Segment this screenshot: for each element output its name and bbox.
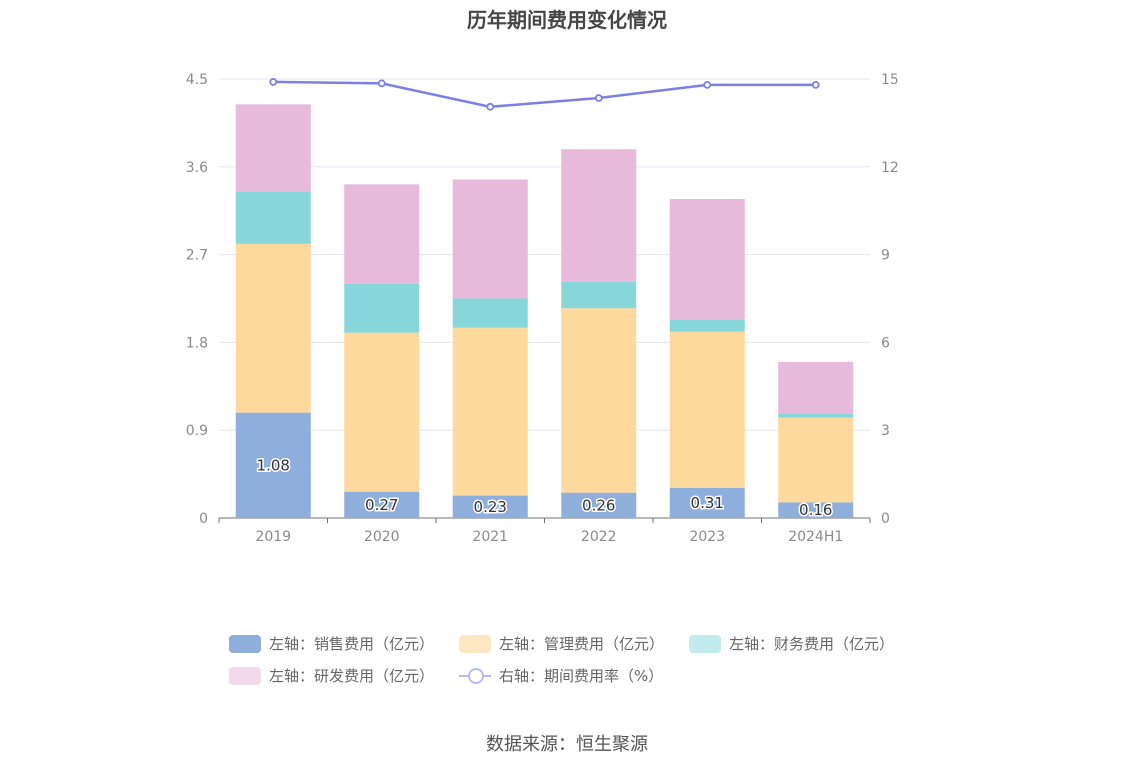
bar-segment bbox=[669, 487, 745, 518]
bar-segment bbox=[452, 327, 528, 496]
bar-segment bbox=[778, 502, 854, 518]
x-tick-label: 2021 bbox=[472, 529, 508, 545]
legend-swatch-finance bbox=[689, 635, 721, 653]
x-tick-label: 2023 bbox=[689, 529, 725, 545]
bar-data-label: 0.16 bbox=[799, 501, 832, 519]
y-right-tick-label: 3 bbox=[881, 423, 890, 439]
bar-segment bbox=[669, 198, 745, 320]
y-left-tick-label: 0 bbox=[199, 511, 208, 527]
bar-segment bbox=[561, 149, 637, 282]
bar-segment bbox=[452, 298, 528, 328]
legend-marker-expense-rate bbox=[468, 668, 484, 684]
y-left-tick-label: 1.8 bbox=[186, 335, 208, 351]
x-tick-label: 2019 bbox=[255, 529, 291, 545]
bar-segment bbox=[344, 332, 420, 492]
y-left-tick-label: 4.5 bbox=[186, 72, 208, 88]
bar-data-label: 1.08 bbox=[257, 456, 290, 474]
legend-swatch-admin bbox=[459, 635, 491, 653]
bar-segment bbox=[235, 104, 311, 192]
y-left-tick-label: 2.7 bbox=[186, 248, 208, 264]
bar-segment bbox=[235, 412, 311, 518]
bar-data-label: 0.26 bbox=[582, 496, 615, 514]
legend-swatch-sales bbox=[229, 635, 261, 653]
bar-segment bbox=[452, 495, 528, 518]
legend-label-admin: 左轴：管理费用（亿元） bbox=[499, 635, 665, 653]
bar-segment bbox=[344, 491, 420, 518]
y-right-tick-label: 15 bbox=[881, 72, 899, 88]
x-tick-label: 2024H1 bbox=[788, 529, 843, 545]
bar-segment bbox=[778, 413, 854, 418]
expense-rate-point bbox=[269, 78, 278, 86]
y-right-tick-label: 6 bbox=[881, 335, 890, 351]
x-tick-label: 2020 bbox=[364, 529, 400, 545]
y-right-tick-label: 12 bbox=[881, 160, 899, 176]
source-note: 数据来源：恒生聚源 bbox=[486, 734, 648, 755]
bar-segment bbox=[778, 361, 854, 414]
x-tick-label: 2022 bbox=[581, 529, 617, 545]
bar-data-label: 0.31 bbox=[691, 494, 724, 512]
bar-segment bbox=[344, 184, 420, 284]
legend-label-sales: 左轴：销售费用（亿元） bbox=[269, 635, 435, 653]
bar-segment bbox=[778, 417, 854, 503]
legend-label-rnd: 左轴：研发费用（亿元） bbox=[269, 667, 435, 685]
legend-label-finance: 左轴：财务费用（亿元） bbox=[729, 635, 895, 653]
y-right-tick-label: 0 bbox=[881, 511, 890, 527]
bar-segment bbox=[452, 179, 528, 299]
y-left-tick-label: 3.6 bbox=[186, 160, 208, 176]
bar-data-label: 0.27 bbox=[365, 496, 398, 514]
expense-rate-point bbox=[703, 80, 712, 89]
expense-rate-point bbox=[594, 94, 603, 102]
bar-segment bbox=[344, 283, 420, 333]
bar-segment bbox=[235, 243, 311, 413]
expense-rate-line bbox=[273, 80, 816, 109]
legend-label-expense-rate: 右轴：期间费用率（%） bbox=[499, 667, 664, 685]
bar-segment bbox=[561, 281, 637, 309]
bar-segment bbox=[235, 191, 311, 244]
bar-data-label: 0.23 bbox=[474, 498, 507, 516]
bar-segment bbox=[561, 308, 637, 493]
expense-rate-point bbox=[486, 102, 495, 111]
y-right-tick-label: 9 bbox=[881, 248, 890, 264]
bar-segment bbox=[669, 331, 745, 488]
bar-segment bbox=[669, 319, 745, 332]
chart-title: 历年期间费用变化情况 bbox=[467, 8, 667, 32]
expense-rate-point bbox=[811, 80, 820, 89]
y-left-tick-label: 0.9 bbox=[186, 423, 208, 439]
legend-swatch-rnd bbox=[229, 667, 261, 685]
expense-rate-point bbox=[377, 79, 386, 88]
bar-segment bbox=[561, 492, 637, 518]
